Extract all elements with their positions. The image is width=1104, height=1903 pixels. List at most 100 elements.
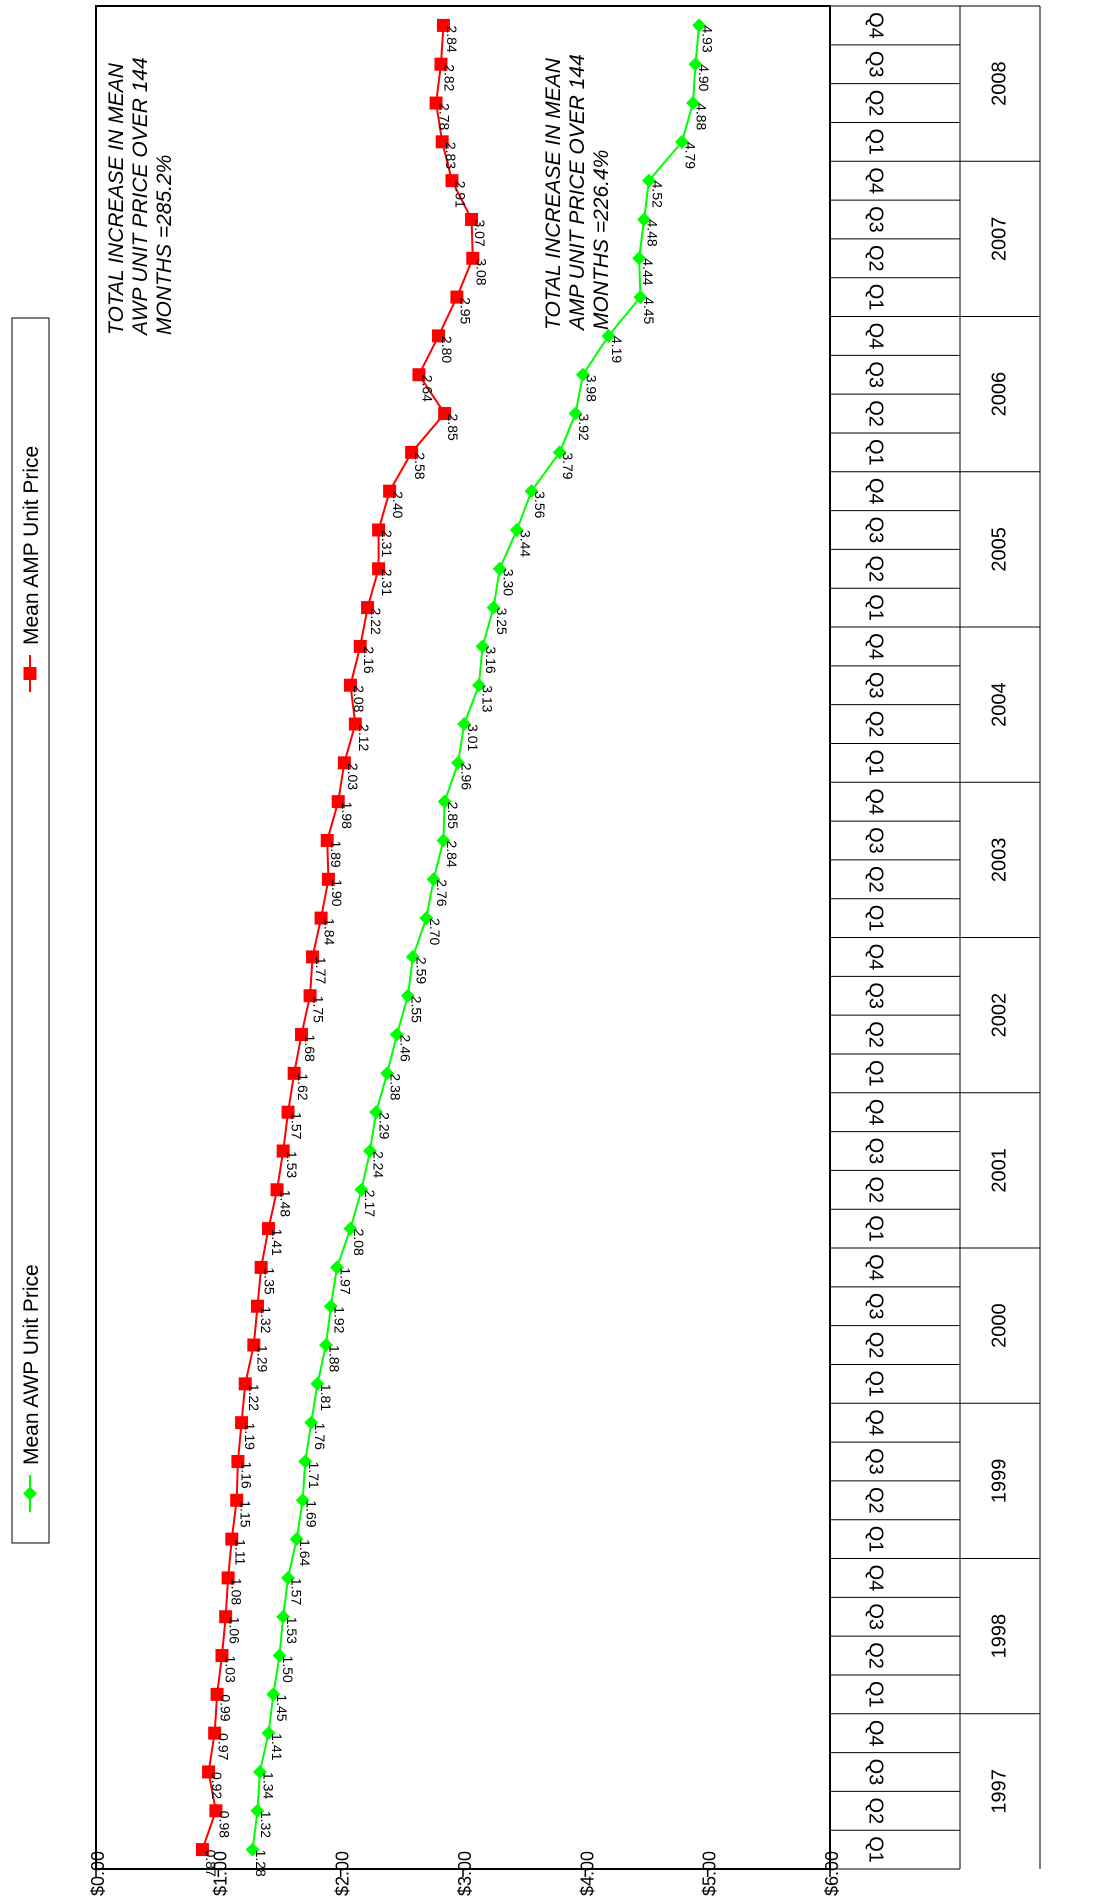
quarter-label: Q4: [865, 944, 887, 971]
awp-data-label: 1.45: [274, 1694, 290, 1721]
annotation-text: MONTHS =285.2%: [153, 155, 176, 335]
year-label: 2003: [988, 838, 1010, 883]
awp-point: [289, 1532, 304, 1547]
amp-data-label: 2.83: [443, 142, 459, 169]
awp-data-label: 2.24: [371, 1151, 387, 1178]
amp-point: [435, 135, 449, 149]
awp-point: [298, 1454, 313, 1469]
awp-data-label: 1.92: [331, 1306, 347, 1333]
amp-data-label: 2.12: [356, 724, 372, 751]
awp-point: [436, 833, 451, 848]
awp-point: [419, 911, 434, 926]
series-line-awp: [251, 25, 701, 1850]
amp-data-label: 2.80: [439, 336, 455, 363]
awp-point: [329, 1260, 344, 1275]
amp-data-label: 1.32: [258, 1306, 274, 1333]
quarter-label: Q4: [865, 1099, 887, 1126]
amp-point: [221, 1571, 235, 1585]
year-label: 2002: [988, 993, 1010, 1038]
year-label: 2004: [988, 682, 1010, 727]
awp-data-label: 1.34: [261, 1772, 277, 1799]
awp-point: [250, 1803, 265, 1818]
awp-data-label: 3.79: [560, 452, 576, 479]
quarter-label: Q1: [865, 1681, 887, 1708]
amp-data-label: 1.19: [242, 1423, 258, 1450]
amp-data-label: 0.99: [218, 1694, 234, 1721]
amp-point: [372, 562, 386, 576]
awp-point: [575, 367, 590, 382]
awp-point: [405, 949, 420, 964]
amp-point: [466, 251, 480, 265]
amp-point: [281, 1105, 295, 1119]
amp-point: [195, 1843, 209, 1857]
amp-point: [208, 1726, 222, 1740]
awp-point: [323, 1299, 338, 1314]
quarter-label: Q3: [865, 1603, 887, 1630]
awp-data-label: 1.50: [280, 1656, 296, 1683]
awp-point: [426, 872, 441, 887]
quarter-label: Q3: [865, 51, 887, 78]
amp-point: [287, 1066, 301, 1080]
amp-data-label: 1.16: [239, 1461, 255, 1488]
amp-data-label: 1.35: [262, 1267, 278, 1294]
awp-point: [637, 212, 652, 227]
quarter-label: Q3: [865, 982, 887, 1009]
awp-data-label: 1.32: [258, 1811, 274, 1838]
amp-data-label: 1.75: [311, 996, 327, 1023]
quarter-label: Q2: [865, 1797, 887, 1824]
awp-data-label: 4.52: [650, 181, 666, 208]
amp-point: [436, 18, 450, 32]
awp-data-label: 4.45: [641, 297, 657, 324]
amp-data-label: 2.91: [453, 181, 469, 208]
amp-point: [412, 368, 426, 382]
quarter-label: Q4: [865, 323, 887, 350]
amp-data-label: 2.78: [437, 103, 453, 130]
awp-data-label: 2.55: [409, 996, 425, 1023]
amp-data-label: 1.11: [232, 1539, 248, 1565]
quarter-label: Q2: [865, 1021, 887, 1048]
awp-data-label: 4.44: [640, 258, 656, 285]
awp-data-label: 1.88: [327, 1345, 343, 1372]
amp-data-label: 1.90: [329, 879, 345, 906]
amp-point: [343, 678, 357, 692]
y-tick-label: $3.00: [455, 1851, 475, 1896]
awp-point: [475, 639, 490, 654]
awp-point: [343, 1221, 358, 1236]
awp-data-label: 2.76: [434, 879, 450, 906]
amp-point: [202, 1765, 216, 1779]
awp-data-label: 3.92: [576, 414, 592, 441]
awp-point: [310, 1376, 325, 1391]
awp-data-label: 1.64: [297, 1539, 313, 1566]
amp-point: [225, 1532, 239, 1546]
year-label: 1998: [988, 1614, 1010, 1659]
amp-point: [219, 1610, 233, 1624]
amp-point: [445, 174, 459, 188]
amp-data-label: 2.58: [412, 452, 428, 479]
quarter-label: Q4: [865, 1720, 887, 1747]
awp-data-label: 1.69: [303, 1500, 319, 1527]
quarter-label: Q1: [865, 594, 887, 621]
amp-point: [432, 329, 446, 343]
year-label: 2001: [988, 1148, 1010, 1193]
awp-point: [272, 1648, 287, 1663]
amp-point: [231, 1454, 245, 1468]
quarter-label: Q2: [865, 1487, 887, 1514]
quarter-label: Q3: [865, 672, 887, 699]
awp-point: [688, 57, 703, 72]
awp-point: [471, 678, 486, 693]
awp-point: [266, 1687, 281, 1702]
quarter-label: Q3: [865, 1293, 887, 1320]
awp-point: [281, 1570, 296, 1585]
amp-data-label: 1.84: [322, 918, 338, 945]
awp-point: [354, 1182, 369, 1197]
awp-point: [380, 1066, 395, 1081]
year-label: 1999: [988, 1459, 1010, 1504]
amp-data-label: 1.29: [254, 1345, 270, 1372]
legend-marker-awp: [23, 1486, 37, 1501]
amp-data-label: 0.97: [215, 1733, 231, 1760]
legend-label: Mean AWP Unit Price: [20, 1264, 43, 1465]
awp-data-label: 3.01: [465, 724, 481, 751]
quarter-label: Q4: [865, 12, 887, 39]
amp-point: [405, 445, 419, 459]
